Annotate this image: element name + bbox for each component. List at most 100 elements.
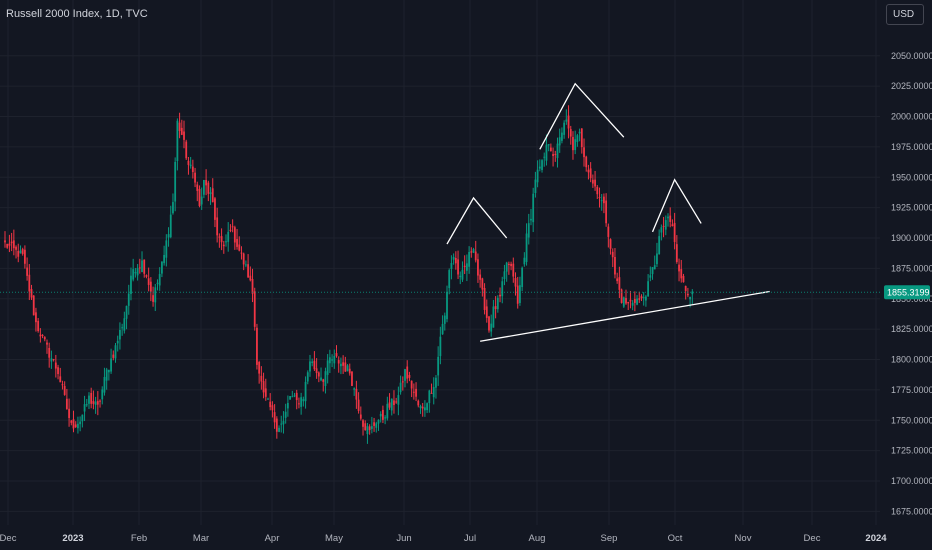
candle-body xyxy=(176,120,179,161)
candle-body xyxy=(10,241,13,244)
candle-body xyxy=(23,249,26,264)
candle-body xyxy=(244,264,247,266)
candle-body xyxy=(669,215,672,222)
candle-body xyxy=(344,362,347,372)
candle-body xyxy=(494,306,497,310)
candle-body xyxy=(121,327,124,329)
candle-body xyxy=(346,365,349,372)
candle-body xyxy=(291,396,294,398)
candle-body xyxy=(636,298,638,305)
candle-body xyxy=(404,369,406,381)
candle-body xyxy=(41,334,44,336)
candle-body xyxy=(415,388,417,397)
candle-body xyxy=(19,250,22,254)
candle-body xyxy=(158,274,161,286)
candle-body xyxy=(337,360,340,364)
candle-body xyxy=(46,342,48,345)
candle-body xyxy=(457,259,459,275)
candle-body xyxy=(499,294,501,297)
candle-body xyxy=(331,359,333,361)
y-tick-label: 1825.0000 xyxy=(891,324,932,334)
candle-body xyxy=(65,398,68,409)
candle-body xyxy=(187,160,190,165)
candle-body xyxy=(656,253,658,265)
candle-body xyxy=(640,296,643,299)
candle-body xyxy=(12,240,15,249)
candle-body xyxy=(600,200,603,202)
x-tick-label: May xyxy=(325,533,343,544)
candle-body xyxy=(580,128,583,148)
candle-body xyxy=(658,236,661,255)
time-scale[interactable]: Dec 2023 Feb Mar Apr May Jun Jul Aug Sep Oct Nov Dec… xyxy=(0,533,887,544)
candle-body xyxy=(340,363,342,367)
candle-body xyxy=(362,420,364,427)
candle-body xyxy=(302,399,305,402)
candle-body xyxy=(57,367,59,375)
candle-body xyxy=(379,413,382,417)
candle-body xyxy=(114,345,117,359)
candle-body xyxy=(83,404,86,412)
candle-body xyxy=(585,156,588,168)
candle-body xyxy=(103,376,106,393)
candle-body xyxy=(408,375,411,378)
candle-body xyxy=(154,287,157,303)
candle-body xyxy=(364,423,367,431)
candle-body xyxy=(395,401,398,403)
candle-body xyxy=(185,141,188,159)
candle-body xyxy=(275,418,278,432)
candle-body xyxy=(70,420,73,423)
candle-body xyxy=(48,347,51,358)
candle-body xyxy=(132,269,135,280)
candle-body xyxy=(180,127,183,135)
candle-body xyxy=(293,395,296,397)
candle-body xyxy=(152,295,154,302)
candle-body xyxy=(691,291,694,295)
candle-body xyxy=(355,388,358,400)
candle-body xyxy=(552,154,554,156)
peak-marker xyxy=(539,82,625,150)
peak-marker xyxy=(446,196,508,245)
y-tick-label: 1875.0000 xyxy=(891,263,932,273)
currency-button[interactable]: USD xyxy=(886,4,924,25)
candle-body xyxy=(21,249,24,254)
candle-body xyxy=(211,188,214,203)
candle-body xyxy=(260,375,263,382)
x-tick-label: Jul xyxy=(464,533,476,544)
candle-body xyxy=(534,179,537,194)
candle-body xyxy=(130,275,132,294)
candle-body xyxy=(567,115,570,129)
candle-body xyxy=(88,395,90,404)
candle-body xyxy=(262,381,265,393)
candle-body xyxy=(207,182,210,194)
candle-body xyxy=(134,272,137,274)
symbol-title: Russell 2000 Index, 1D, TVC xyxy=(6,8,148,20)
candle-body xyxy=(127,293,130,306)
candle-body xyxy=(417,400,420,406)
candle-body xyxy=(167,234,170,238)
candle-body xyxy=(218,236,221,238)
candle-body xyxy=(428,390,431,404)
candle-body xyxy=(143,259,146,274)
candle-body xyxy=(527,223,530,238)
candle-body xyxy=(589,168,592,179)
candle-body xyxy=(651,267,654,275)
candle-body xyxy=(516,285,519,304)
candle-body xyxy=(68,408,70,418)
candle-body xyxy=(492,306,495,328)
candle-body xyxy=(278,427,280,432)
candle-body xyxy=(536,169,539,183)
candle-body xyxy=(605,200,608,224)
candle-body xyxy=(72,419,75,429)
candle-body xyxy=(269,401,272,408)
y-tick-label: 1750.0000 xyxy=(891,415,932,425)
candle-body xyxy=(470,251,473,253)
candle-body xyxy=(541,160,543,170)
candle-body xyxy=(353,388,356,390)
candle-body xyxy=(227,231,230,242)
candle-body xyxy=(35,312,37,323)
candle-body xyxy=(591,179,594,184)
candle-body xyxy=(311,361,314,364)
candle-body xyxy=(172,202,174,214)
candle-body xyxy=(107,369,110,373)
